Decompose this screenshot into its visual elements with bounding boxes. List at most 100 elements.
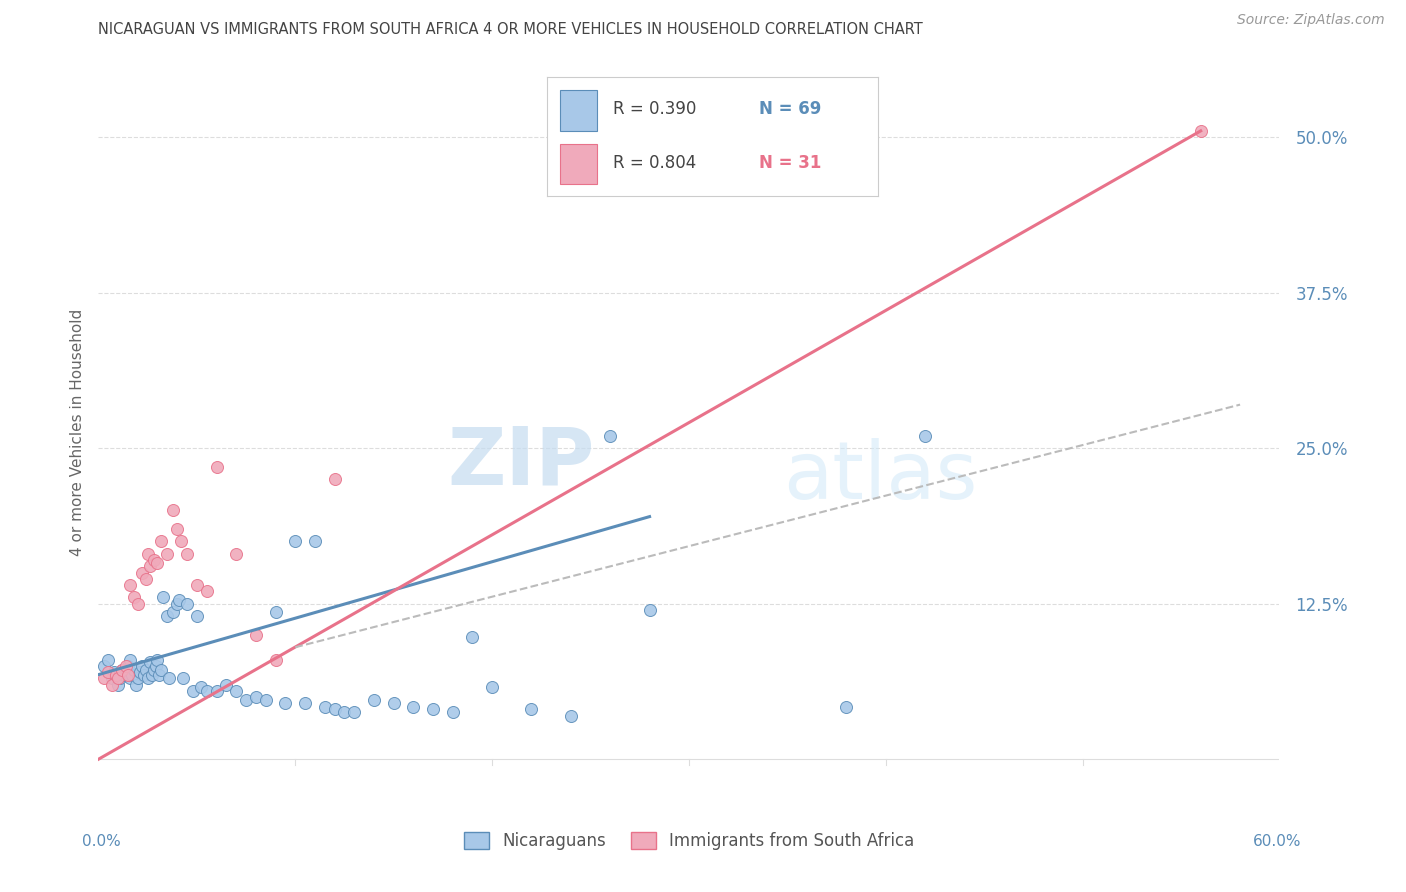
Point xyxy=(125,677,148,691)
Point xyxy=(152,591,174,605)
Point xyxy=(186,609,208,624)
Point xyxy=(118,672,141,686)
Point xyxy=(105,667,128,681)
Point xyxy=(382,696,405,710)
Point xyxy=(245,628,267,642)
Point xyxy=(101,672,124,686)
Point xyxy=(254,692,277,706)
Point xyxy=(560,708,582,723)
Point xyxy=(101,677,124,691)
Point xyxy=(150,534,173,549)
Point xyxy=(93,672,115,686)
Point xyxy=(115,659,138,673)
Point xyxy=(181,683,204,698)
Point xyxy=(170,534,193,549)
Point xyxy=(205,459,228,474)
Point xyxy=(97,653,120,667)
Point xyxy=(215,677,238,691)
Point xyxy=(314,700,336,714)
Point xyxy=(176,547,198,561)
Point xyxy=(176,597,198,611)
Point xyxy=(162,606,184,620)
Point xyxy=(138,559,160,574)
Point xyxy=(156,547,179,561)
Point xyxy=(128,665,150,680)
Point xyxy=(166,522,188,536)
Point xyxy=(333,705,356,719)
Point xyxy=(172,672,194,686)
Point xyxy=(343,705,366,719)
Point xyxy=(142,553,165,567)
Point xyxy=(1189,124,1212,138)
Point xyxy=(135,663,157,677)
Point xyxy=(638,603,661,617)
Point xyxy=(145,659,167,673)
Point xyxy=(461,630,484,644)
Point xyxy=(190,680,212,694)
Point xyxy=(112,667,135,681)
Point xyxy=(142,663,165,677)
Point xyxy=(132,667,155,681)
Point xyxy=(225,547,247,561)
Point xyxy=(103,665,125,680)
Point xyxy=(167,593,190,607)
Point xyxy=(157,672,180,686)
Point xyxy=(122,591,145,605)
Point xyxy=(131,659,153,673)
Point xyxy=(111,663,134,677)
Point xyxy=(131,566,153,580)
Point xyxy=(422,702,444,716)
Legend: Nicaraguans, Immigrants from South Africa: Nicaraguans, Immigrants from South Afric… xyxy=(457,825,921,857)
Text: 60.0%: 60.0% xyxy=(1253,834,1301,849)
Point xyxy=(111,663,134,677)
Point xyxy=(402,700,425,714)
Point xyxy=(105,667,128,681)
Text: atlas: atlas xyxy=(783,438,977,516)
Point xyxy=(118,653,141,667)
Text: NICARAGUAN VS IMMIGRANTS FROM SOUTH AFRICA 4 OR MORE VEHICLES IN HOUSEHOLD CORRE: NICARAGUAN VS IMMIGRANTS FROM SOUTH AFRI… xyxy=(98,22,924,37)
Point xyxy=(274,696,297,710)
Point xyxy=(835,700,858,714)
Point xyxy=(156,609,179,624)
Point xyxy=(363,692,385,706)
Point xyxy=(93,659,115,673)
Point xyxy=(245,690,267,704)
Point xyxy=(148,667,170,681)
Point xyxy=(195,683,218,698)
Point xyxy=(304,534,326,549)
Point xyxy=(323,472,346,486)
Y-axis label: 4 or more Vehicles in Household: 4 or more Vehicles in Household xyxy=(69,309,84,557)
Point xyxy=(97,665,120,680)
Point xyxy=(294,696,316,710)
Point xyxy=(136,672,159,686)
Point xyxy=(150,663,173,677)
Point xyxy=(127,597,149,611)
Point xyxy=(138,655,160,669)
Point xyxy=(127,672,149,686)
Point xyxy=(122,663,145,677)
Point xyxy=(146,556,169,570)
Point xyxy=(136,547,159,561)
Point xyxy=(115,665,138,680)
Point xyxy=(117,659,139,673)
Text: Source: ZipAtlas.com: Source: ZipAtlas.com xyxy=(1237,13,1385,28)
Point xyxy=(121,667,143,681)
Point xyxy=(205,683,228,698)
Point xyxy=(914,428,936,442)
Point xyxy=(108,672,131,686)
Point xyxy=(195,584,218,599)
Point xyxy=(264,606,287,620)
Point xyxy=(107,677,129,691)
Point xyxy=(186,578,208,592)
Text: 0.0%: 0.0% xyxy=(82,834,121,849)
Point xyxy=(520,702,543,716)
Point xyxy=(117,667,139,681)
Point xyxy=(441,705,464,719)
Point xyxy=(481,680,503,694)
Point xyxy=(141,667,163,681)
Point xyxy=(235,692,257,706)
Point xyxy=(146,653,169,667)
Point xyxy=(284,534,307,549)
Point xyxy=(225,683,247,698)
Point xyxy=(166,597,188,611)
